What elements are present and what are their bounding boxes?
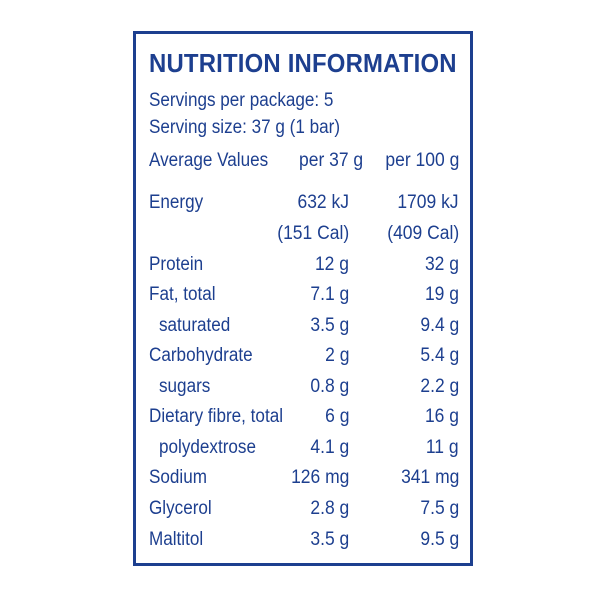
nutrient-row-glycerol: Glycerol 2.8 g 7.5 g [149, 498, 459, 526]
label-title: NUTRITION INFORMATION [149, 48, 457, 78]
nutrient-name: polydextrose [159, 437, 256, 458]
per-serving-value: 3.5 g [310, 529, 349, 550]
nutrient-name: Maltitol [149, 529, 204, 550]
per-serving-value: (151 Cal) [277, 223, 349, 244]
nutrient-row-fat-total: Fat, total 7.1 g 19 g [149, 284, 459, 312]
per-100g-header: per 100 g [385, 150, 459, 171]
per-serving-value: 0.8 g [310, 376, 349, 397]
per-serving-value: 4.1 g [310, 437, 349, 458]
nutrient-name: Fat, total [149, 284, 216, 305]
per-serving-value: 126 mg [290, 467, 349, 488]
per-100g-value: 11 g [426, 437, 459, 458]
nutrient-name: Dietary fibre, total [149, 406, 284, 427]
nutrient-row-energy: Energy 632 kJ 1709 kJ [149, 192, 459, 220]
per-100g-value: (409 Cal) [387, 223, 459, 244]
nutrient-row-sodium: Sodium 126 mg 341 mg [149, 467, 459, 495]
nutrient-name: saturated [159, 315, 231, 336]
per-100g-value: 1709 kJ [397, 192, 459, 213]
nutrient-row-polydextrose: polydextrose 4.1 g 11 g [149, 437, 459, 465]
nutrient-name: Sodium [149, 467, 207, 488]
per-100g-value: 2.2 g [420, 376, 459, 397]
nutrient-row-carbohydrate: Carbohydrate 2 g 5.4 g [149, 345, 459, 373]
average-values-header: Average Values [149, 150, 269, 171]
per-serving-value: 12 g [314, 254, 349, 275]
nutrient-name: Glycerol [149, 498, 212, 519]
per-100g-value: 32 g [424, 254, 459, 275]
nutrient-name: Carbohydrate [149, 345, 253, 366]
per-100g-value: 9.4 g [420, 315, 459, 336]
per-serving-value: 7.1 g [310, 284, 349, 305]
per-100g-value: 16 g [424, 406, 459, 427]
servings-per-package: Servings per package: 5 [149, 90, 334, 111]
nutrient-row-maltitol: Maltitol 3.5 g 9.5 g [149, 529, 459, 557]
serving-size: Serving size: 37 g (1 bar) [149, 117, 341, 138]
per-100g-value: 19 g [424, 284, 459, 305]
per-100g-value: 7.5 g [420, 498, 459, 519]
per-serving-value: 2.8 g [310, 498, 349, 519]
column-header-row: Average Values per 37 g per 100 g [149, 150, 459, 178]
per-serving-value: 3.5 g [310, 315, 349, 336]
per-serving-value: 2 g [324, 345, 349, 366]
per-serving-header: per 37 g [299, 150, 364, 171]
nutrient-name: sugars [159, 376, 211, 397]
nutrient-row-dietary-fibre: Dietary fibre, total 6 g 16 g [149, 406, 459, 434]
nutrition-panel [133, 31, 473, 566]
per-100g-value: 341 mg [400, 467, 459, 488]
per-100g-value: 5.4 g [420, 345, 459, 366]
nutrient-row-sugars: sugars 0.8 g 2.2 g [149, 376, 459, 404]
nutrient-name: Energy [149, 192, 204, 213]
nutrient-row-protein: Protein 12 g 32 g [149, 254, 459, 282]
per-100g-value: 9.5 g [420, 529, 459, 550]
nutrient-row-saturated: saturated 3.5 g 9.4 g [149, 315, 459, 343]
per-serving-value: 632 kJ [297, 192, 349, 213]
nutrient-row-energy-cal: (151 Cal) (409 Cal) [149, 223, 459, 251]
per-serving-value: 6 g [324, 406, 349, 427]
nutrient-name: Protein [149, 254, 204, 275]
